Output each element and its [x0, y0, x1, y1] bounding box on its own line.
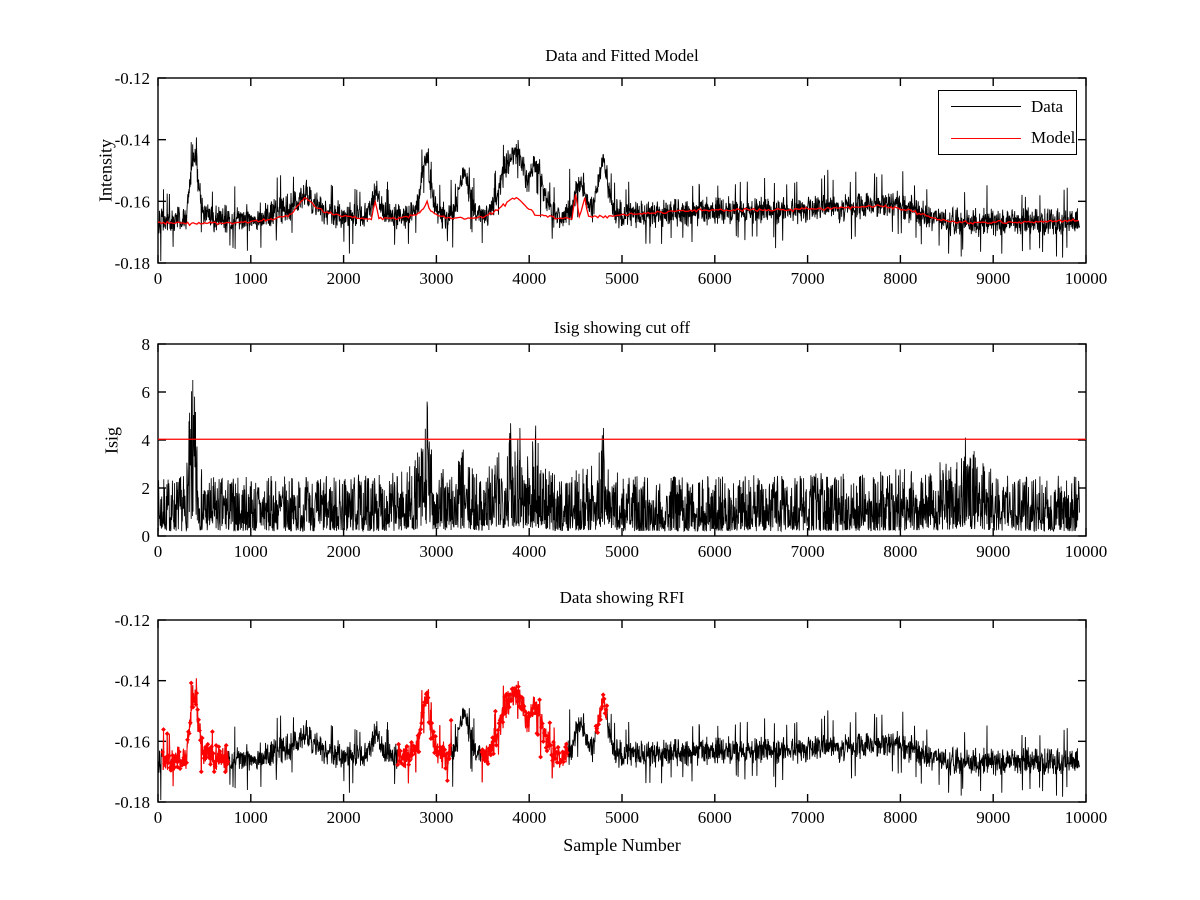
x-tick-label: 6000 — [698, 542, 732, 561]
plot3-xlabel: Sample Number — [563, 835, 681, 855]
y-tick-label: -0.16 — [115, 192, 150, 211]
isig-series-line — [157, 379, 1080, 533]
x-tick-label: 8000 — [883, 269, 917, 288]
legend-line-data-icon — [951, 106, 1021, 108]
rfi-series-line — [161, 678, 608, 787]
x-tick-label: 4000 — [512, 808, 546, 827]
x-tick-label: 1000 — [234, 808, 268, 827]
x-tick-label: 7000 — [791, 269, 825, 288]
y-tick-label: -0.14 — [115, 672, 151, 691]
model-series-line — [157, 194, 1079, 227]
y-tick-label: 2 — [142, 479, 151, 498]
x-tick-label: 3000 — [419, 808, 453, 827]
x-tick-label: 0 — [154, 808, 163, 827]
plot3-border — [157, 619, 1087, 803]
legend-entry-model: Model — [939, 128, 1076, 148]
x-tick-label: 5000 — [605, 269, 639, 288]
x-tick-label: 9000 — [976, 542, 1010, 561]
y-tick-label: 8 — [142, 335, 151, 354]
y-tick-label: 4 — [142, 431, 151, 450]
x-tick-label: 7000 — [791, 808, 825, 827]
x-tick-label: 10000 — [1065, 808, 1108, 827]
y-tick-label: -0.16 — [115, 732, 150, 751]
plot3-title: Data showing RFI — [559, 588, 685, 607]
y-tick-label: 6 — [142, 383, 151, 402]
legend-label-data: Data — [1031, 96, 1064, 116]
rfi-markers — [160, 680, 610, 783]
legend-entry-data: Data — [939, 97, 1076, 117]
x-tick-label: 10000 — [1065, 269, 1108, 288]
y-tick-label: -0.12 — [115, 611, 150, 630]
y-tick-label: -0.18 — [115, 254, 150, 273]
x-tick-label: 1000 — [234, 269, 268, 288]
legend-line-model-icon — [951, 137, 1021, 139]
y-tick-label: -0.18 — [115, 793, 150, 812]
plot1-title: Data and Fitted Model — [545, 46, 699, 65]
x-tick-label: 9000 — [976, 269, 1010, 288]
plot2-ylabel: Isig — [101, 427, 122, 454]
plot1-ylabel: Intensity — [95, 139, 116, 202]
x-tick-label: 2000 — [327, 808, 361, 827]
y-tick-label: -0.14 — [115, 131, 151, 150]
x-tick-label: 5000 — [605, 808, 639, 827]
x-tick-label: 7000 — [791, 542, 825, 561]
x-tick-label: 3000 — [419, 542, 453, 561]
x-tick-label: 6000 — [698, 269, 732, 288]
plot2-title: Isig showing cut off — [553, 318, 691, 337]
x-tick-label: 6000 — [698, 808, 732, 827]
x-tick-label: 2000 — [327, 269, 361, 288]
x-tick-label: 0 — [154, 269, 163, 288]
legend-label-model: Model — [1031, 128, 1076, 148]
x-tick-label: 0 — [154, 542, 163, 561]
x-tick-label: 8000 — [883, 542, 917, 561]
x-tick-label: 8000 — [883, 808, 917, 827]
x-tick-label: 3000 — [419, 269, 453, 288]
y-tick-label: 0 — [142, 527, 151, 546]
x-tick-label: 10000 — [1065, 542, 1108, 561]
x-tick-label: 2000 — [327, 542, 361, 561]
x-tick-label: 4000 — [512, 269, 546, 288]
x-tick-label: 4000 — [512, 542, 546, 561]
y-tick-label: -0.12 — [115, 69, 150, 88]
x-tick-label: 1000 — [234, 542, 268, 561]
x-tick-label: 5000 — [605, 542, 639, 561]
data-series-line — [157, 137, 1080, 262]
data-series-line — [157, 678, 1080, 801]
legend: Data Model — [938, 90, 1077, 155]
x-tick-label: 9000 — [976, 808, 1010, 827]
